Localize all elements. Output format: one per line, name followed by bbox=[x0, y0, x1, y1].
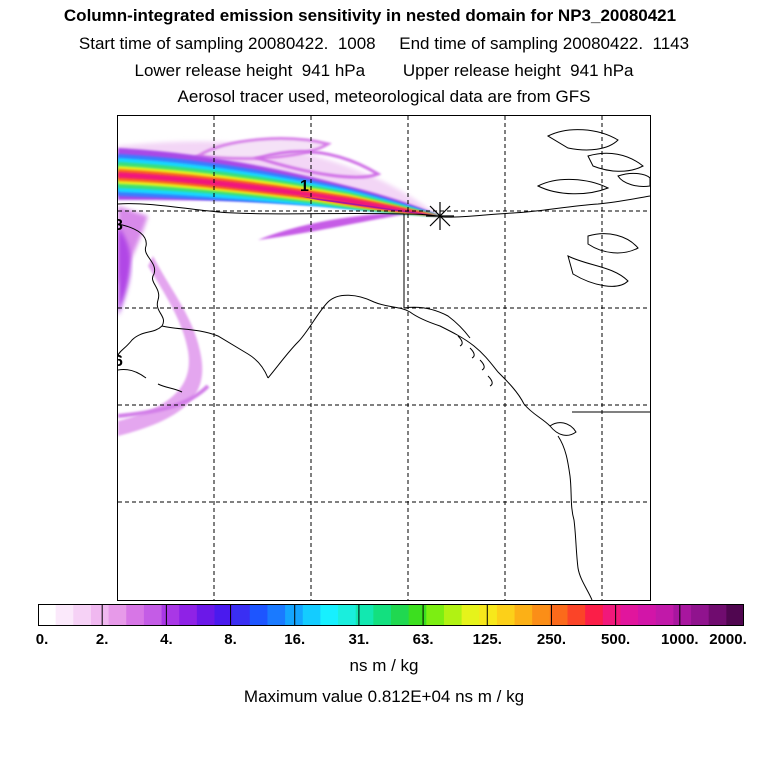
colorbar-swatch bbox=[161, 604, 180, 626]
colorbar-swatch bbox=[320, 604, 339, 626]
max-value-label: Maximum value 0.812E+04 ns m / kg bbox=[243, 687, 525, 706]
colorbar-tick-label: 63. bbox=[412, 631, 434, 648]
page-title: Column-integrated emission sensitivity i… bbox=[63, 6, 677, 25]
colorbar-swatch bbox=[302, 604, 321, 626]
day-label-6: 6 bbox=[118, 353, 123, 370]
colorbar-units: ns m / kg bbox=[349, 656, 419, 675]
colorbar-swatch bbox=[549, 604, 568, 626]
colorbar-swatch bbox=[196, 604, 215, 626]
colorbar-swatch bbox=[708, 604, 727, 626]
grid-lines bbox=[118, 116, 650, 600]
colorbar-swatch bbox=[249, 604, 268, 626]
colorbar-swatch bbox=[214, 604, 233, 626]
colorbar-swatch bbox=[514, 604, 533, 626]
release-marker-icon bbox=[426, 202, 454, 230]
coastlines bbox=[118, 129, 650, 600]
lower-release-label: Lower release height 941 hPa bbox=[134, 61, 366, 80]
colorbar-tick-label: 0. bbox=[35, 631, 49, 648]
map-panel: 1 3 6 bbox=[117, 115, 651, 601]
colorbar-swatch bbox=[567, 604, 586, 626]
colorbar-swatch bbox=[496, 604, 516, 626]
colorbar-tick-label: 1000. bbox=[661, 631, 699, 648]
colorbar-tick-label: 125. bbox=[472, 631, 502, 648]
day-label-3: 3 bbox=[118, 217, 123, 234]
colorbar-tick-label: 4. bbox=[160, 631, 173, 648]
colorbar-swatch bbox=[408, 604, 427, 626]
colorbar bbox=[37, 604, 745, 626]
colorbar-swatch bbox=[267, 604, 286, 626]
colorbar-swatch bbox=[673, 604, 692, 626]
colorbar-swatch bbox=[532, 604, 551, 626]
colorbar-swatch bbox=[691, 604, 710, 626]
start-time-label: Start time of sampling 20080422. 1008 bbox=[78, 34, 376, 53]
colorbar-swatch bbox=[726, 604, 745, 626]
colorbar-swatch bbox=[90, 604, 110, 626]
colorbar-swatch bbox=[443, 604, 463, 626]
colorbar-swatch bbox=[143, 604, 163, 626]
release-heights: Lower release height 941 hPa Upper relea… bbox=[0, 61, 768, 81]
colorbar-swatch bbox=[461, 604, 480, 626]
colorbar-swatch bbox=[179, 604, 198, 626]
colorbar-swatch bbox=[373, 604, 392, 626]
colorbar-swatch bbox=[638, 604, 657, 626]
colorbar-swatch bbox=[38, 604, 57, 626]
colorbar-tick-label: 31. bbox=[348, 631, 370, 648]
colorbar-tick-label: 8. bbox=[224, 631, 237, 648]
map-canvas: 1 3 6 bbox=[118, 116, 650, 600]
end-time-label: End time of sampling 20080422. 1143 bbox=[399, 34, 690, 53]
colorbar-border bbox=[38, 604, 744, 626]
colorbar-swatch bbox=[602, 604, 621, 626]
colorbar-swatch bbox=[426, 604, 445, 626]
colorbar-swatch bbox=[73, 604, 92, 626]
colorbar-swatch bbox=[55, 604, 74, 626]
colorbar-tick-label: 2000. bbox=[709, 631, 747, 648]
colorbar-swatch bbox=[285, 604, 304, 626]
colorbar-tick-label: 250. bbox=[536, 631, 567, 648]
colorbar-tick-label: 500. bbox=[601, 631, 631, 648]
colorbar-tick-label: 16. bbox=[284, 631, 306, 648]
tracer-info: Aerosol tracer used, meteorological data… bbox=[177, 87, 591, 106]
colorbar-tick-label: 2. bbox=[95, 631, 109, 648]
day-label-1: 1 bbox=[300, 178, 309, 195]
emission-sensitivity-plume bbox=[118, 137, 440, 436]
colorbar-swatch bbox=[126, 604, 145, 626]
colorbar-swatch bbox=[585, 604, 604, 626]
colorbar-swatch bbox=[391, 604, 410, 626]
colorbar-swatch bbox=[355, 604, 374, 626]
colorbar-swatch bbox=[338, 604, 357, 626]
colorbar-swatch bbox=[479, 604, 498, 626]
colorbar-swatch bbox=[108, 604, 127, 626]
sampling-times: Start time of sampling 20080422. 1008 En… bbox=[0, 34, 768, 54]
colorbar-scale bbox=[37, 604, 745, 626]
colorbar-swatch bbox=[620, 604, 639, 626]
colorbar-swatch bbox=[655, 604, 674, 626]
colorbar-swatch bbox=[232, 604, 251, 626]
upper-release-label: Upper release height 941 hPa bbox=[402, 61, 634, 80]
day-labels: 1 3 6 bbox=[118, 178, 309, 370]
